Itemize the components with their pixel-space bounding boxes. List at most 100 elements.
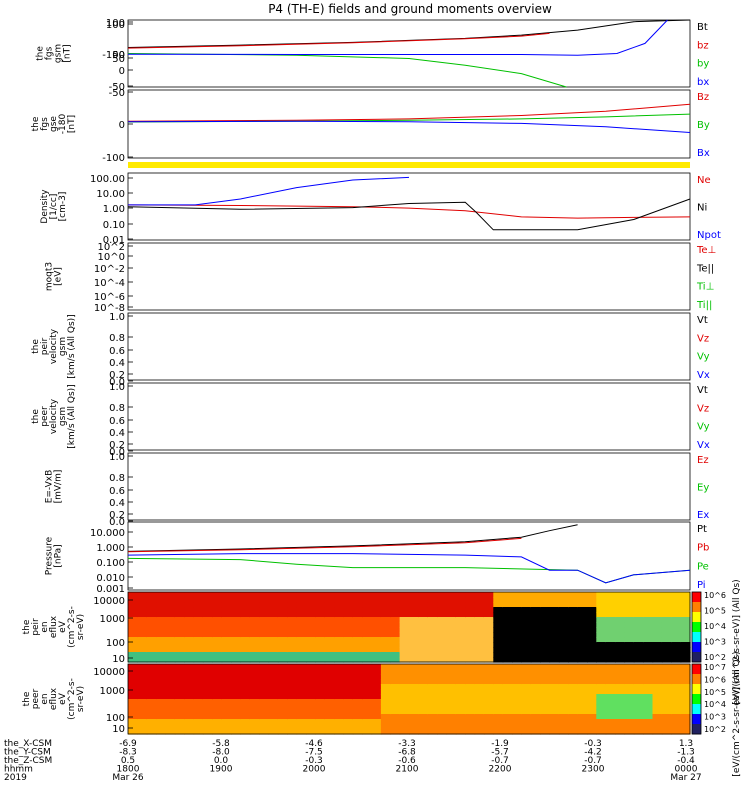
spectrogram-cell — [249, 704, 260, 710]
spectrogram-cell — [174, 637, 185, 643]
spectrogram-cell — [455, 657, 466, 663]
spectrogram-cell — [193, 602, 204, 608]
spectrogram-cell — [240, 622, 251, 628]
spectrogram-cell — [652, 592, 663, 598]
spectrogram-cell — [652, 617, 663, 623]
spectrogram-cell — [324, 684, 335, 690]
spectrogram-cell — [202, 637, 213, 643]
spectrogram-cell — [530, 729, 541, 735]
spectrogram-cell — [502, 689, 513, 695]
spectrogram-cell — [633, 699, 644, 705]
spectrogram-cell — [287, 684, 298, 690]
spectrogram-cell — [128, 642, 138, 648]
spectrogram-cell — [287, 729, 298, 735]
spectrogram-cell — [409, 652, 419, 658]
spectrogram-cell — [259, 592, 270, 598]
spectrogram-cell — [371, 689, 382, 695]
spectrogram-cell — [212, 617, 223, 623]
spectrogram-cell — [306, 724, 316, 730]
spectrogram-cell — [465, 602, 476, 608]
spectrogram-cell — [577, 632, 588, 638]
spectrogram-cell — [680, 724, 691, 730]
spectrogram-cell — [146, 592, 157, 598]
spectrogram-cell — [334, 597, 345, 603]
spectrogram-cell — [212, 637, 223, 643]
spectrogram-cell — [315, 709, 326, 715]
spectrogram-cell — [661, 652, 672, 658]
spectrogram-cell — [530, 699, 541, 705]
spectrogram-cell — [240, 674, 251, 680]
spectrogram-cell — [605, 704, 616, 710]
spectrogram-cell — [587, 714, 597, 720]
y-axis-label: (cm^2-s- — [67, 678, 77, 720]
spectrogram-cell — [315, 612, 326, 618]
spectrogram-cell — [343, 592, 354, 598]
spectrogram-cell — [493, 699, 504, 705]
spectrogram-cell — [549, 664, 560, 670]
spectrogram-cell — [455, 679, 466, 685]
spectrogram-cell — [596, 729, 607, 735]
spectrogram-cell — [502, 632, 513, 638]
spectrogram-cell — [671, 679, 682, 685]
spectrogram-cell — [483, 617, 494, 623]
spectrogram-cell — [549, 684, 560, 690]
spectrogram-cell — [287, 674, 298, 680]
spectrogram-cell — [334, 709, 345, 715]
spectrogram-cell — [259, 669, 270, 675]
spectrogram-cell — [437, 617, 448, 623]
spectrogram-cell — [615, 652, 626, 658]
spectrogram-cell — [502, 674, 513, 680]
spectrogram-cell — [343, 632, 354, 638]
y-tick-label: 100 — [106, 20, 125, 31]
spectrogram-cell — [315, 657, 326, 663]
colorbar-frame — [691, 591, 702, 663]
spectrogram-cell — [137, 689, 148, 695]
spectrogram-cell — [615, 647, 626, 653]
x-axis-value: -5.8 — [212, 739, 230, 749]
spectrogram-cell — [259, 664, 270, 670]
spectrogram-cell — [512, 622, 522, 628]
spectrogram-cell — [596, 664, 607, 670]
y-tick-label: -50 — [109, 88, 125, 99]
spectrogram-cell — [202, 617, 213, 623]
legend-entry: Te⊥ — [696, 245, 716, 256]
spectrogram-cell — [446, 607, 457, 613]
spectrogram-cell — [306, 612, 316, 618]
spectrogram-cell — [231, 704, 241, 710]
spectrogram-cell — [409, 612, 419, 618]
x-axis-value: -8.0 — [212, 748, 230, 758]
colorbar-segment — [692, 714, 701, 725]
spectrogram-cell — [568, 622, 579, 628]
spectrogram-cell — [249, 622, 260, 628]
spectrogram-cell — [221, 652, 232, 658]
spectrogram-cell — [512, 647, 522, 653]
spectrogram-cell — [540, 602, 551, 608]
spectrogram-cell — [418, 617, 429, 623]
spectrogram-cell — [446, 704, 457, 710]
spectrogram-cell — [446, 622, 457, 628]
spectrogram-cell — [596, 714, 607, 720]
spectrogram-cell — [465, 597, 476, 603]
spectrogram-cell — [277, 592, 288, 598]
spectrogram-cell — [643, 729, 654, 735]
spectrogram-cell — [521, 637, 532, 643]
spectrogram-cell — [165, 657, 176, 663]
spectrogram-cell — [521, 647, 532, 653]
spectrogram-cell — [352, 637, 363, 643]
spectrogram-cell — [165, 684, 176, 690]
legend-entry: Ez — [697, 455, 709, 466]
spectrogram-cell — [493, 719, 504, 725]
spectrogram-cell — [146, 627, 157, 633]
legend-entry: Pe — [697, 561, 709, 572]
spectrogram-cell — [146, 652, 157, 658]
spectrogram-cell — [596, 612, 607, 618]
spectrogram-cell — [184, 637, 195, 643]
spectrogram-cell — [249, 679, 260, 685]
spectrogram-cell — [399, 699, 410, 705]
spectrogram-cell — [615, 602, 626, 608]
spectrogram-cell — [409, 664, 419, 670]
spectrogram-cell — [558, 612, 569, 618]
spectrogram-cell — [174, 607, 185, 613]
spectrogram-cell — [259, 719, 270, 725]
colorbar-tick-label: 10^3 — [704, 638, 726, 647]
